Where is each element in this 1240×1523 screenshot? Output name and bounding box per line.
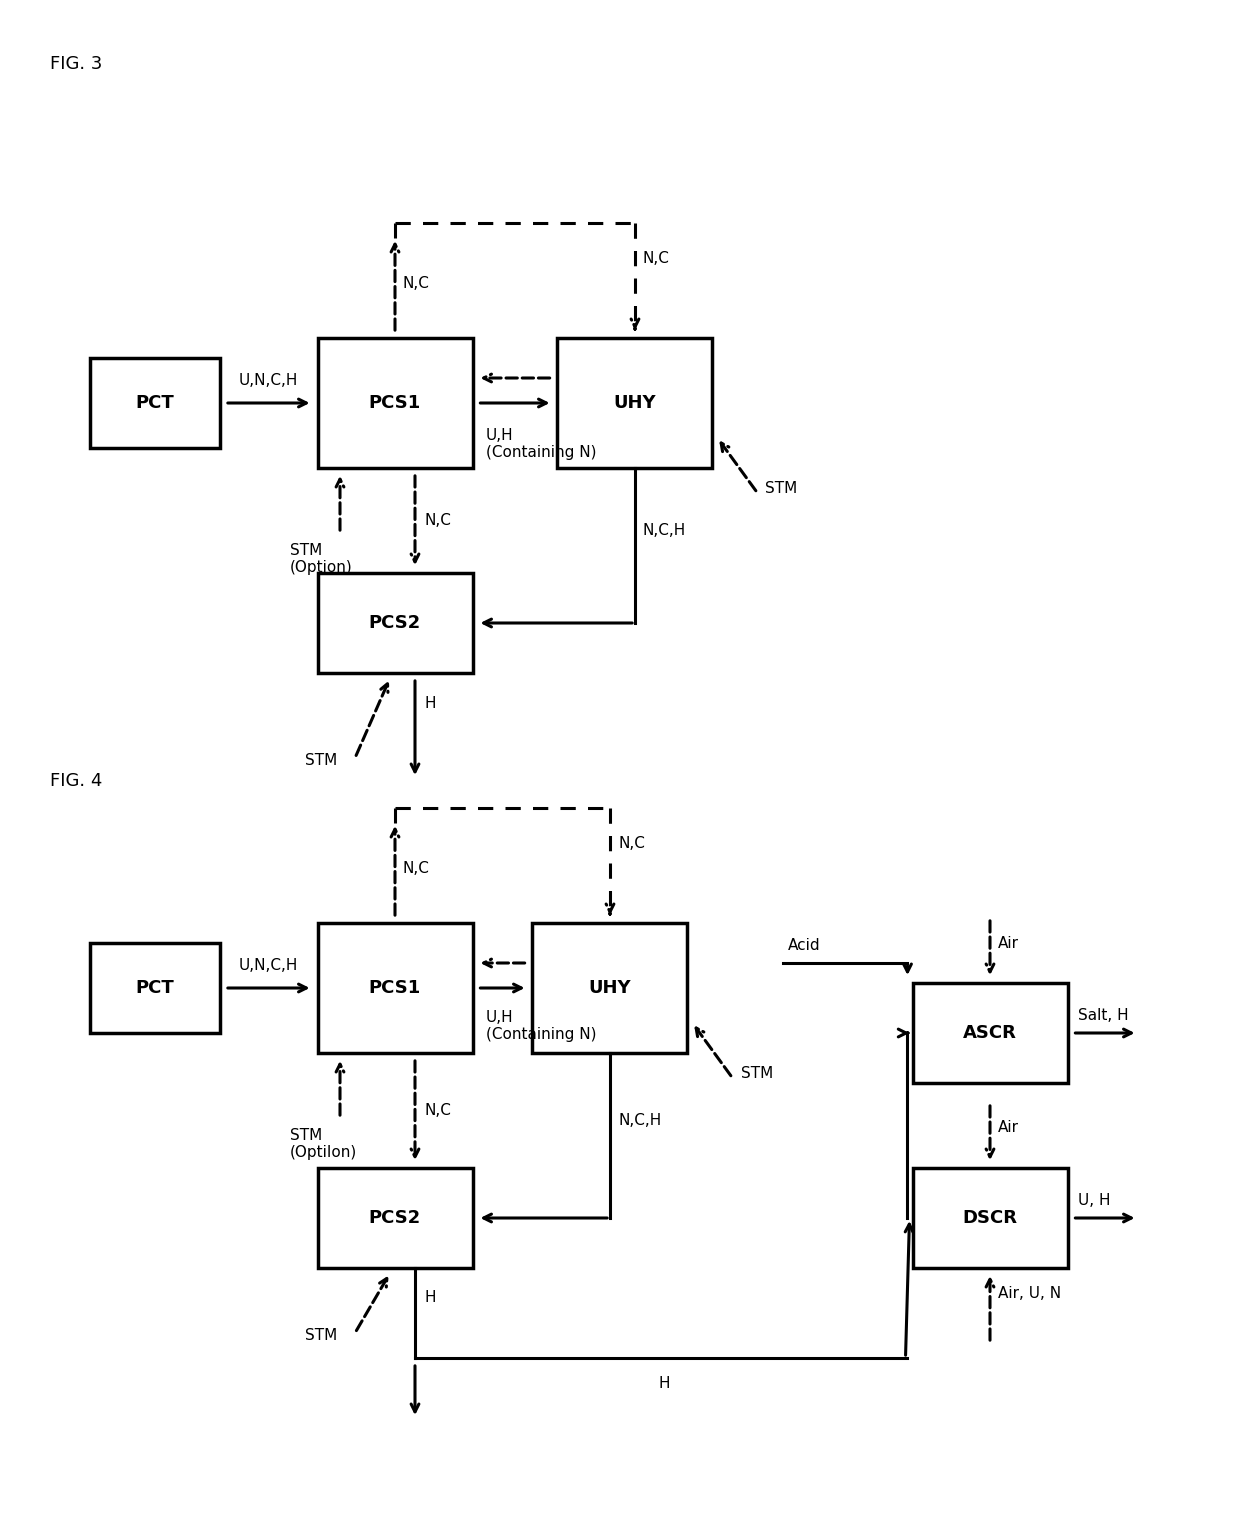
Text: U, H: U, H (1078, 1193, 1110, 1208)
Bar (913, 982, 1068, 1083)
Text: STM: STM (305, 1328, 337, 1343)
Text: Air: Air (998, 1121, 1019, 1136)
Text: PCT: PCT (135, 979, 175, 998)
Bar (558, 338, 713, 468)
Text: N,C,H: N,C,H (618, 1113, 661, 1129)
Bar (317, 338, 472, 468)
Text: Salt, H: Salt, H (1078, 1008, 1128, 1023)
Bar (317, 1168, 472, 1269)
Text: N,C,H: N,C,H (644, 522, 686, 538)
Text: UHY: UHY (614, 394, 656, 413)
Text: N,C: N,C (425, 513, 451, 528)
Text: UHY: UHY (589, 979, 631, 998)
Text: U,N,C,H: U,N,C,H (239, 958, 299, 973)
Bar (91, 358, 219, 448)
Bar (91, 943, 219, 1033)
Text: Acid: Acid (787, 938, 820, 953)
Text: DSCR: DSCR (962, 1209, 1018, 1228)
Text: PCS2: PCS2 (368, 1209, 422, 1228)
Text: STM: STM (305, 752, 337, 768)
Text: N,C: N,C (644, 250, 670, 265)
Text: PCS1: PCS1 (368, 394, 422, 413)
Text: STM: STM (740, 1066, 773, 1080)
Text: H: H (658, 1375, 670, 1390)
Text: N,C: N,C (618, 836, 645, 850)
Bar (317, 923, 472, 1052)
Text: STM: STM (765, 480, 797, 495)
Text: STM
(OptiIon): STM (OptiIon) (290, 1129, 357, 1161)
Text: N,C: N,C (403, 276, 430, 291)
Text: U,H
(Containing N): U,H (Containing N) (486, 1010, 596, 1042)
Text: PCT: PCT (135, 394, 175, 413)
Text: U,N,C,H: U,N,C,H (239, 373, 299, 388)
Bar (532, 923, 687, 1052)
Text: N,C: N,C (403, 860, 430, 876)
Text: STM
(Option): STM (Option) (290, 544, 352, 576)
Text: N,C: N,C (425, 1103, 451, 1118)
Text: U,H
(Containing N): U,H (Containing N) (486, 428, 596, 460)
Text: Air, U, N: Air, U, N (998, 1285, 1061, 1301)
Text: FIG. 4: FIG. 4 (50, 772, 103, 789)
Text: PCS1: PCS1 (368, 979, 422, 998)
Bar (317, 573, 472, 673)
Text: FIG. 3: FIG. 3 (50, 55, 103, 73)
Text: Air: Air (998, 935, 1019, 950)
Text: H: H (425, 696, 436, 711)
Text: ASCR: ASCR (963, 1023, 1017, 1042)
Text: H: H (425, 1290, 436, 1305)
Text: PCS2: PCS2 (368, 614, 422, 632)
Bar (913, 1168, 1068, 1269)
